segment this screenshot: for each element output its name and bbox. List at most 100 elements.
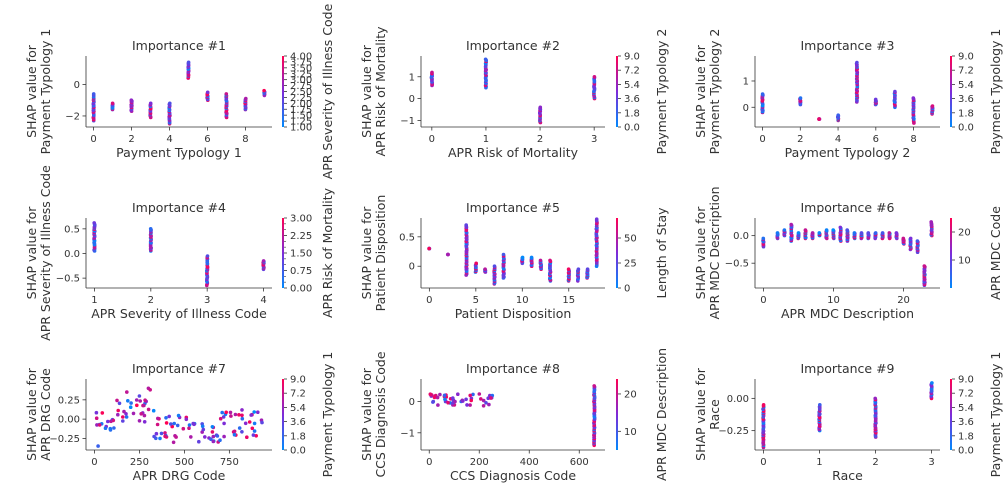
- data-point: [438, 392, 442, 397]
- data-point: [211, 439, 216, 444]
- data-point: [189, 435, 193, 439]
- data-point: [930, 104, 935, 108]
- data-point: [232, 429, 237, 434]
- colorbar-tick-label: 2.75: [290, 81, 312, 92]
- y-axis-label-line: APR Severity of Illness Code: [38, 165, 53, 341]
- data-point: [471, 392, 475, 397]
- data-point: [139, 412, 143, 416]
- data-point: [859, 231, 864, 235]
- data-point: [893, 89, 897, 94]
- colorbar-tick-label: 25: [624, 259, 637, 270]
- colorbar: [282, 379, 284, 450]
- y-tick-label: 0.00: [727, 394, 749, 405]
- colorbar-tick-label: 1.8: [290, 431, 306, 442]
- y-axis-label-line: SHAP value for: [693, 44, 708, 138]
- data-point: [138, 399, 142, 403]
- colorbar-tick-label: 0.0: [290, 446, 306, 457]
- data-point: [125, 390, 129, 394]
- data-point: [187, 426, 191, 431]
- data-point: [468, 403, 472, 407]
- colorbar-tick-label: 10: [624, 427, 637, 438]
- data-point: [221, 415, 226, 419]
- data-point: [116, 412, 120, 417]
- data-point: [456, 392, 460, 397]
- data-point: [262, 88, 266, 93]
- chart-title: Importance #5: [466, 200, 560, 215]
- y-axis-label-line: SHAP value for: [693, 367, 708, 461]
- subplot-7: Importance #7 0 250 500 750 −0.25 0.00 0.25 APR …: [24, 352, 335, 483]
- data-point: [237, 413, 241, 417]
- data-point: [915, 239, 920, 243]
- data-point: [775, 231, 780, 235]
- data-point: [151, 408, 156, 413]
- data-point: [159, 431, 164, 436]
- data-point: [831, 228, 835, 232]
- colorbar-tick-label: 5.4: [624, 80, 640, 91]
- data-point: [249, 413, 253, 417]
- data-point: [845, 228, 849, 232]
- data-points: [92, 221, 266, 288]
- data-point: [484, 401, 488, 405]
- y-tick-label: −0.25: [718, 426, 749, 437]
- data-point: [465, 403, 469, 407]
- y-tick-label: −0.5: [56, 274, 80, 285]
- data-point: [142, 420, 147, 424]
- chart-title: Importance #2: [466, 38, 560, 53]
- data-point: [181, 426, 186, 431]
- data-point: [817, 231, 822, 235]
- y-axis-label-line: SHAP value for: [24, 367, 39, 461]
- data-point: [229, 414, 233, 418]
- data-point: [210, 430, 215, 434]
- data-point: [222, 421, 226, 426]
- x-tick-label: 500: [175, 457, 194, 468]
- colorbar-tick-label: 3.6: [290, 417, 306, 428]
- x-tick-label: 2: [797, 134, 803, 145]
- x-tick-label: 600: [570, 457, 589, 468]
- colorbar-tick-label: 2.00: [290, 99, 312, 110]
- data-point: [427, 246, 431, 251]
- y-tick-label: −1: [400, 116, 415, 127]
- data-point: [175, 423, 180, 428]
- y-axis-label-line: APR DRG Code: [38, 368, 53, 461]
- data-point: [100, 411, 105, 415]
- colorbar-tick-label: 4.00: [290, 52, 312, 63]
- data-point: [576, 267, 581, 272]
- x-tick-label: 250: [130, 457, 149, 468]
- chart-title: Importance #4: [132, 200, 226, 215]
- data-point: [163, 434, 167, 439]
- data-points: [428, 384, 597, 448]
- data-point: [446, 400, 450, 405]
- data-point: [117, 401, 122, 406]
- data-point: [261, 259, 266, 263]
- y-tick-label: 1: [409, 72, 415, 83]
- data-point: [155, 422, 160, 427]
- data-point: [817, 117, 821, 121]
- y-axis-label-line: Patient Disposition: [373, 195, 388, 312]
- data-point: [103, 426, 108, 431]
- data-point: [481, 404, 486, 408]
- data-point: [163, 431, 167, 435]
- y-tick-label: 0.0: [733, 231, 749, 242]
- colorbar-tick-label: 2.25: [290, 93, 312, 104]
- data-point: [94, 416, 99, 421]
- x-tick-label: 3: [591, 134, 597, 145]
- chart-title: Importance #7: [132, 361, 226, 376]
- y-tick-label: 0: [409, 397, 415, 408]
- x-tick-label: 2: [148, 295, 154, 306]
- data-point: [803, 228, 808, 232]
- x-tick-label: 2: [537, 134, 543, 145]
- y-axis-label-line: SHAP value for: [24, 206, 39, 300]
- data-point: [210, 425, 215, 429]
- x-tick-label: 1: [91, 295, 97, 306]
- data-point: [442, 393, 447, 398]
- data-point: [782, 228, 787, 232]
- y-axis-label-line: SHAP value for: [359, 367, 374, 461]
- x-axis-label: Payment Typology 1: [116, 145, 242, 160]
- data-point: [789, 222, 793, 227]
- y-tick-label: 0: [743, 103, 749, 114]
- data-points: [761, 381, 934, 450]
- data-point: [453, 399, 457, 404]
- data-point: [244, 96, 248, 101]
